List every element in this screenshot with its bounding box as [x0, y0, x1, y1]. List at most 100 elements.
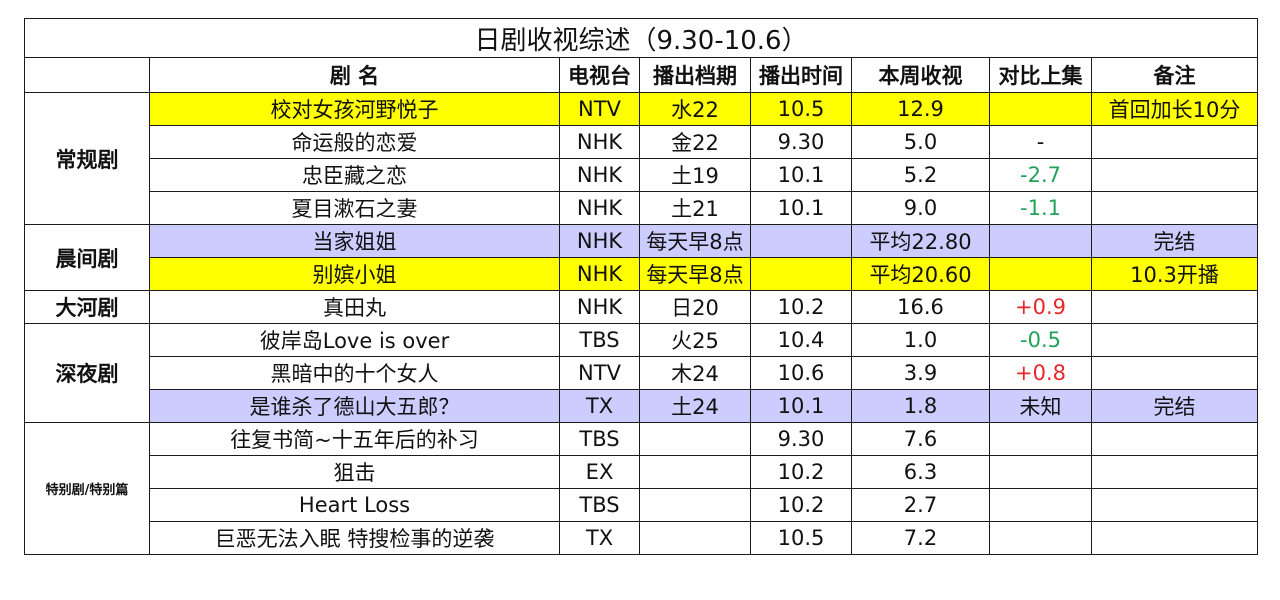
slot-cell	[639, 422, 751, 456]
slot-cell: 土19	[639, 158, 751, 192]
note-cell	[1090, 158, 1259, 192]
rating-cell: 平均20.60	[851, 257, 990, 291]
table-row: 常规剧 校对女孩河野悦子 NTV 水22 10.5 12.9 首回加长10分	[24, 92, 1259, 225]
change-cell: 未知	[989, 389, 1092, 423]
air-date-cell	[750, 257, 852, 291]
note-cell	[1090, 488, 1259, 522]
station-cell: TX	[559, 521, 640, 555]
change-cell: -0.5	[989, 323, 1092, 357]
change-cell	[989, 488, 1092, 522]
station-cell: NHK	[559, 290, 640, 324]
air-date-cell: 10.5	[750, 92, 852, 126]
header-station: 电视台	[559, 57, 640, 93]
rating-cell: 6.3	[851, 455, 990, 489]
slot-cell: 每天早8点	[639, 257, 751, 291]
note-cell	[1090, 125, 1259, 159]
air-date-cell: 10.1	[750, 389, 852, 423]
note-cell	[1090, 521, 1259, 555]
drama-name-cell: 校对女孩河野悦子	[149, 92, 560, 126]
rating-cell: 平均22.80	[851, 224, 990, 258]
slot-cell: 日20	[639, 290, 751, 324]
note-cell: 首回加长10分	[1090, 92, 1259, 126]
drama-name-cell: Heart Loss	[149, 488, 560, 522]
drama-name-cell: 是谁杀了德山大五郎？	[149, 389, 560, 423]
station-cell: TBS	[559, 488, 640, 522]
station-cell: NHK	[559, 191, 640, 225]
ratings-table: 日剧收视综述（9.30-10.6） 剧 名 电视台 播出档期 播出时间 本周收视…	[23, 18, 1259, 555]
table-row: 是谁杀了德山大五郎？ TX 土24 10.1 1.8 未知 完结	[25, 389, 1259, 423]
drama-name-cell: 真田丸	[149, 290, 560, 324]
change-cell: -1.1	[989, 191, 1092, 225]
station-cell: EX	[559, 455, 640, 489]
header-drama-name: 剧 名	[149, 57, 560, 93]
slot-cell	[639, 488, 751, 522]
drama-name-cell: 巨恶无法入眠 特搜检事的逆袭	[149, 521, 560, 555]
change-cell	[989, 521, 1092, 555]
note-cell	[1090, 290, 1259, 324]
header-air-date: 播出时间	[750, 57, 852, 93]
rating-cell: 1.8	[851, 389, 990, 423]
drama-name-cell: 狙击	[149, 455, 560, 489]
rating-cell: 12.9	[851, 92, 990, 126]
table-row: 命运般的恋爱 NHK 金22 9.30 5.0-	[25, 125, 1259, 159]
note-cell: 完结	[1090, 389, 1259, 423]
table-title: 日剧收视综述（9.30-10.6）	[23, 18, 1259, 58]
air-date-cell: 10.1	[750, 191, 852, 225]
header-category	[24, 57, 150, 93]
table-row: 别嫔小姐 NHK 每天早8点 平均20.60 10.3开播	[25, 257, 1259, 291]
slot-cell: 水22	[639, 92, 751, 126]
table-row: 黑暗中的十个女人 NTV 木24 10.6 3.9 +0.8	[25, 356, 1259, 390]
table-row: 特别剧/特别篇 往复书简~十五年后的补习 TBS 9.30 7.6	[24, 422, 1259, 555]
category-cell: 特别剧/特别篇	[24, 422, 150, 555]
station-cell: NTV	[559, 92, 640, 126]
category-cell: 深夜剧	[24, 323, 150, 423]
note-cell	[1090, 422, 1259, 456]
change-cell	[989, 224, 1092, 258]
change-cell	[989, 455, 1092, 489]
rating-cell: 2.7	[851, 488, 990, 522]
slot-cell: 火25	[639, 323, 751, 357]
drama-name-cell: 夏目漱石之妻	[149, 191, 560, 225]
category-cell: 晨间剧	[24, 224, 150, 291]
air-date-cell: 10.6	[750, 356, 852, 390]
note-cell: 10.3开播	[1090, 257, 1259, 291]
header-row: 剧 名 电视台 播出档期 播出时间 本周收视 对比上集 备注	[24, 57, 1259, 93]
note-cell	[1090, 356, 1259, 390]
air-date-cell: 9.30	[750, 125, 852, 159]
change-cell: -	[989, 125, 1092, 159]
station-cell: NHK	[559, 158, 640, 192]
air-date-cell: 9.30	[750, 422, 852, 456]
rating-cell: 7.2	[851, 521, 990, 555]
table-row: 巨恶无法入眠 特搜检事的逆袭 TX 10.5 7.2	[25, 521, 1259, 555]
drama-name-cell: 黑暗中的十个女人	[149, 356, 560, 390]
slot-cell: 金22	[639, 125, 751, 159]
note-cell	[1090, 455, 1259, 489]
change-cell: -2.7	[989, 158, 1092, 192]
header-change: 对比上集	[989, 57, 1092, 93]
note-cell	[1090, 323, 1259, 357]
drama-name-cell: 命运般的恋爱	[149, 125, 560, 159]
change-cell	[989, 422, 1092, 456]
station-cell: TBS	[559, 422, 640, 456]
table-row: 深夜剧 彼岸岛Love is over TBS 火25 10.4 1.0 -0.5	[24, 323, 1259, 423]
slot-cell	[639, 521, 751, 555]
air-date-cell: 10.2	[750, 455, 852, 489]
drama-name-cell: 当家姐姐	[149, 224, 560, 258]
station-cell: TBS	[559, 323, 640, 357]
slot-cell	[639, 455, 751, 489]
change-cell	[989, 257, 1092, 291]
slot-cell: 土24	[639, 389, 751, 423]
change-cell: +0.9	[989, 290, 1092, 324]
rating-cell: 5.2	[851, 158, 990, 192]
change-cell: +0.8	[989, 356, 1092, 390]
category-cell: 大河剧	[24, 290, 150, 324]
station-cell: NTV	[559, 356, 640, 390]
note-cell	[1090, 191, 1259, 225]
drama-name-cell: 别嫔小姐	[149, 257, 560, 291]
rating-cell: 5.0	[851, 125, 990, 159]
air-date-cell: 10.4	[750, 323, 852, 357]
drama-name-cell: 彼岸岛Love is over	[149, 323, 560, 357]
rating-cell: 1.0	[851, 323, 990, 357]
title-row: 日剧收视综述（9.30-10.6）	[23, 18, 1259, 58]
station-cell: NHK	[559, 125, 640, 159]
